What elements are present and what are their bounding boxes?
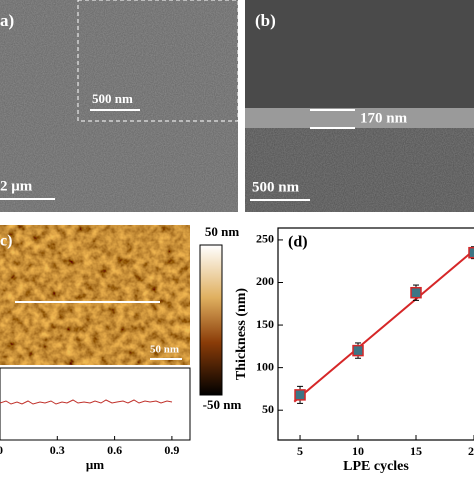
film-layer	[245, 108, 474, 128]
data-point	[468, 246, 474, 259]
x-tick-label: 0.9	[164, 443, 179, 457]
x-tick-label: 15	[410, 444, 422, 458]
sem-background	[245, 0, 474, 110]
colorbar	[199, 244, 223, 396]
sem-texture	[245, 128, 474, 212]
panel-b: (b) 170 nm 500 nm	[245, 0, 474, 212]
scale-label: 500 nm	[252, 179, 300, 195]
data-point	[294, 389, 306, 401]
x-tick-label: 0.3	[50, 443, 65, 457]
y-tick-label: 250	[256, 232, 274, 246]
profile-trace	[0, 399, 173, 405]
scale-label: 2 μm	[0, 178, 33, 194]
colorbar-label: 50 nm	[205, 224, 239, 239]
scale-label: 500 nm	[92, 91, 133, 106]
x-axis-label: LPE cycles	[343, 459, 409, 474]
panel-c: c) 50 nm 50 nm -50 nm μm 0 0.3 0.6 0.9	[0, 224, 241, 472]
y-tick-label: 100	[256, 359, 274, 373]
y-tick-label: 50	[262, 402, 274, 416]
panel-a: a) 500 nm 2 μm	[0, 0, 239, 212]
y-tick-label: 200	[256, 274, 274, 288]
x-tick-label: 5	[297, 444, 303, 458]
fit-line	[293, 249, 474, 403]
panel-label: (b)	[255, 11, 276, 30]
x-tick-label: 0	[0, 443, 3, 457]
y-tick-label: 150	[256, 317, 274, 331]
x-tick-label: 10	[352, 444, 364, 458]
axis-label: μm	[86, 457, 104, 472]
x-tick-label: 20	[468, 444, 474, 458]
data-point	[352, 344, 364, 357]
sem-texture	[0, 0, 238, 212]
data-point	[410, 286, 422, 299]
y-axis-label: Thickness (nm)	[234, 288, 249, 381]
profile-frame	[0, 367, 191, 441]
thickness-label: 170 nm	[360, 110, 408, 126]
plot-frame	[277, 227, 474, 441]
panel-d: (d) 50 100 150 200 250 5 10 15 20 LPE cycles Thickn…	[234, 227, 474, 474]
afm-texture	[0, 225, 190, 365]
inset-box	[77, 0, 239, 122]
colorbar-label: -50 nm	[203, 397, 242, 412]
panel-label: (d)	[288, 234, 308, 251]
scale-label: 50 nm	[150, 344, 179, 356]
panel-label: c)	[0, 233, 12, 250]
x-tick-label: 0.6	[107, 443, 122, 457]
panel-label: a)	[0, 11, 14, 30]
